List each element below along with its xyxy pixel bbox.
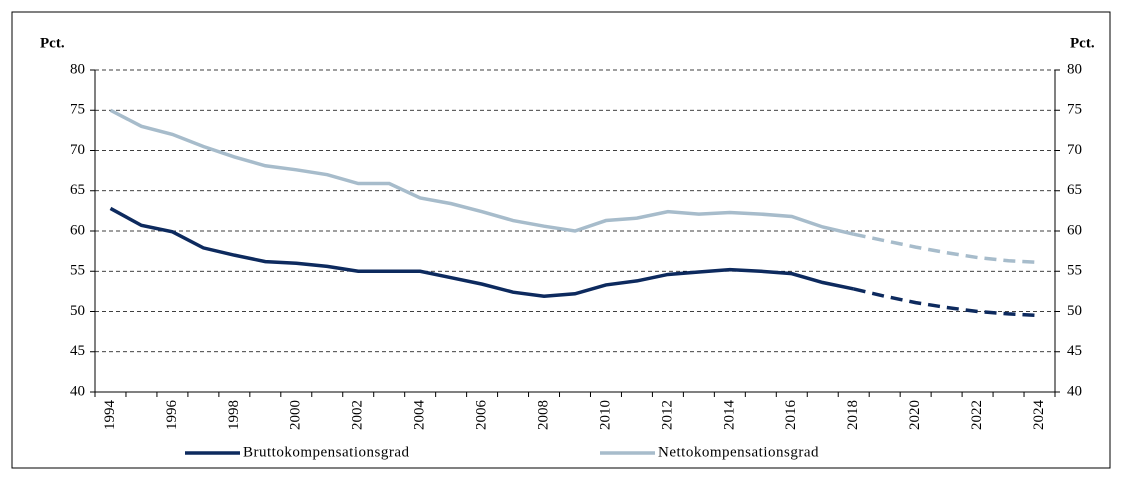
y2-tick-label: 70	[1067, 142, 1082, 158]
y-tick-label: 75	[70, 102, 85, 118]
x-tick-label: 2024	[1031, 400, 1047, 431]
y2-axis-label: Pct.	[1070, 35, 1095, 51]
y-tick-label: 80	[70, 61, 85, 77]
y-tick-label: 60	[70, 222, 85, 238]
x-tick-label: 2006	[474, 400, 490, 431]
y2-tick-label: 55	[1067, 263, 1082, 279]
x-tick-label: 2000	[288, 400, 304, 430]
y-tick-label: 65	[70, 182, 85, 198]
forecast-line	[853, 287, 1040, 318]
y-tick-label: 70	[70, 142, 85, 158]
y-axis-label: Pct.	[40, 35, 65, 51]
x-tick-label: 2018	[845, 400, 861, 430]
y2-tick-label: 60	[1067, 222, 1082, 238]
x-tick-label: 1996	[164, 400, 180, 431]
y2-tick-label: 50	[1067, 303, 1082, 319]
y-tick-label: 40	[70, 383, 85, 399]
x-tick-label: 2020	[907, 400, 923, 430]
x-tick-label: 2010	[597, 400, 613, 430]
y2-tick-label: 80	[1067, 61, 1082, 77]
x-tick-label: 2014	[721, 400, 737, 431]
y-tick-label: 50	[70, 303, 85, 319]
y2-tick-label: 40	[1067, 383, 1082, 399]
x-tick-label: 2008	[535, 400, 551, 430]
y2-tick-label: 45	[1067, 343, 1082, 359]
x-tick-label: 1994	[102, 400, 118, 431]
legend-label: Bruttokompensationsgrad	[243, 444, 409, 460]
legend-label: Nettokompensationsgrad	[658, 444, 819, 460]
x-tick-label: 2016	[783, 400, 799, 431]
y-tick-label: 45	[70, 343, 85, 359]
x-tick-label: 2004	[412, 400, 428, 431]
x-tick-label: 2012	[659, 400, 675, 430]
forecast-line	[853, 232, 1040, 265]
frame	[11, 11, 1111, 469]
line	[109, 206, 855, 298]
y2-tick-label: 65	[1067, 182, 1082, 198]
y2-tick-label: 75	[1067, 102, 1082, 118]
x-tick-label: 2002	[350, 400, 366, 430]
x-tick-label: 2022	[969, 400, 985, 430]
x-tick-label: 1998	[226, 400, 242, 430]
line	[109, 108, 855, 236]
y-tick-label: 55	[70, 263, 85, 279]
